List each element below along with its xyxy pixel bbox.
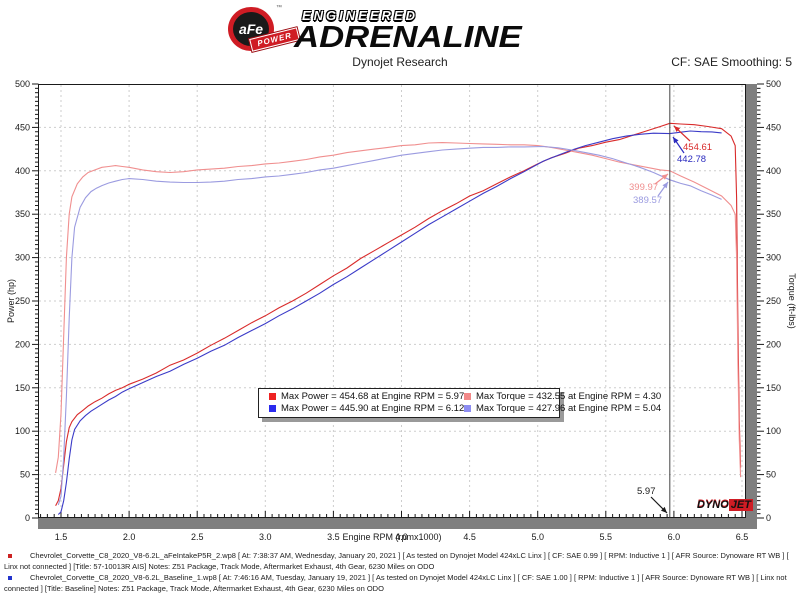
svg-text:3.5: 3.5 — [327, 532, 340, 542]
cursor-value-label: 454.61 — [683, 142, 712, 153]
dynojet-logo-dyno: DYNO — [697, 499, 729, 511]
record-text: Chevrolet_Corvette_C8_2020_V8-6.2L_Basel… — [4, 573, 787, 593]
brand-engineered-text: ENGINEERED — [302, 8, 418, 23]
svg-text:500: 500 — [766, 79, 781, 89]
record-bullet-blue-icon — [8, 576, 12, 580]
afe-power-badge: aFe ™ POWER — [228, 5, 301, 52]
afe-badge-text: aFe — [238, 21, 264, 37]
legend-swatch-blue-icon — [269, 405, 276, 412]
bottom-axis-bar — [38, 518, 757, 529]
svg-text:200: 200 — [15, 339, 30, 349]
svg-text:150: 150 — [766, 383, 781, 393]
x-axis-title: Engine RPM (rpmx1000) — [342, 532, 441, 542]
svg-text:6.0: 6.0 — [668, 532, 681, 542]
svg-text:150: 150 — [15, 383, 30, 393]
cursor-value-label: 442.78 — [677, 154, 706, 165]
svg-text:200: 200 — [766, 339, 781, 349]
record-bullet-red-icon — [8, 554, 12, 558]
cursor-value-label: 5.97 — [637, 486, 656, 497]
svg-text:250: 250 — [766, 296, 781, 306]
svg-text:300: 300 — [766, 253, 781, 263]
svg-text:0: 0 — [25, 513, 30, 523]
trademark-symbol: ™ — [276, 5, 282, 11]
plot-gridlines — [39, 85, 745, 517]
dynojet-logo-jet: JET — [728, 499, 753, 511]
cursor-value-label: 399.97 — [629, 182, 658, 193]
axis-ticks: 1.5 2.0 2.5 3.0 3.5 4.0 4.5 5.0 5.5 6.0 6.5 0 0 50 50 1… — [15, 79, 781, 542]
svg-text:5.5: 5.5 — [600, 532, 613, 542]
svg-text:0: 0 — [766, 513, 771, 523]
run-record-baseline: Chevrolet_Corvette_C8_2020_V8-6.2L_Basel… — [4, 573, 796, 594]
cursor-value-label: 389.57 — [633, 195, 662, 206]
svg-text:4.0: 4.0 — [395, 532, 408, 542]
svg-text:50: 50 — [766, 470, 776, 480]
svg-text:500: 500 — [15, 79, 30, 89]
svg-text:450: 450 — [15, 122, 30, 132]
legend-text: Max Power = 445.90 at Engine RPM = 6.12 — [281, 403, 465, 414]
dynojet-logo: DYNO JET — [697, 499, 753, 511]
svg-text:3.0: 3.0 — [259, 532, 272, 542]
legend-entry-max-torque-afe: Max Torque = 432.55 at Engine RPM = 4.30 — [464, 391, 661, 402]
legend-box[interactable]: Max Power = 454.68 at Engine RPM = 5.97 … — [258, 388, 661, 418]
svg-text:100: 100 — [766, 426, 781, 436]
svg-text:2.0: 2.0 — [123, 532, 136, 542]
legend-entry-max-torque-baseline: Max Torque = 427.96 at Engine RPM = 5.04 — [464, 403, 661, 414]
svg-text:100: 100 — [15, 426, 30, 436]
dyno-curves — [55, 122, 742, 515]
svg-text:450: 450 — [766, 122, 781, 132]
svg-text:4.5: 4.5 — [463, 532, 476, 542]
chart-title: Dynojet Research — [352, 55, 448, 69]
svg-text:6.5: 6.5 — [736, 532, 749, 542]
svg-text:350: 350 — [766, 209, 781, 219]
legend-swatch-red-icon — [269, 393, 276, 400]
legend-swatch-periwinkle-icon — [464, 405, 471, 412]
record-text: Chevrolet_Corvette_C8_2020_V8-6.2L_aFeIn… — [4, 551, 789, 571]
legend-text: Max Power = 454.68 at Engine RPM = 5.97 — [281, 391, 465, 402]
left-axis-title: Power (hp) — [6, 279, 16, 323]
svg-text:2.5: 2.5 — [191, 532, 204, 542]
legend-swatch-salmon-icon — [464, 393, 471, 400]
legend-entry-max-power-baseline: Max Power = 445.90 at Engine RPM = 6.12 — [269, 403, 464, 414]
brand-adrenaline-text: ADRENALINE — [294, 19, 522, 54]
svg-text:300: 300 — [15, 253, 30, 263]
legend-text: Max Torque = 432.55 at Engine RPM = 4.30 — [476, 391, 662, 402]
legend-text: Max Torque = 427.96 at Engine RPM = 5.04 — [476, 403, 662, 414]
smoothing-setting-label: CF: SAE Smoothing: 5 — [671, 55, 792, 69]
run-record-afe-intake: Chevrolet_Corvette_C8_2020_V8-6.2L_aFeIn… — [4, 551, 796, 572]
legend-entry-max-power-afe: Max Power = 454.68 at Engine RPM = 5.97 — [269, 391, 464, 402]
svg-text:1.5: 1.5 — [55, 532, 68, 542]
svg-text:50: 50 — [20, 470, 30, 480]
svg-text:5.0: 5.0 — [531, 532, 544, 542]
svg-text:350: 350 — [15, 209, 30, 219]
svg-text:400: 400 — [766, 166, 781, 176]
right-axis-title: Torque (ft-lbs) — [787, 273, 797, 329]
afe-adrenaline-logo: aFe ™ POWER ENGINEERED ADRENALINE — [228, 5, 588, 55]
right-axis-bar — [746, 84, 757, 529]
svg-text:250: 250 — [15, 296, 30, 306]
svg-text:400: 400 — [15, 166, 30, 176]
